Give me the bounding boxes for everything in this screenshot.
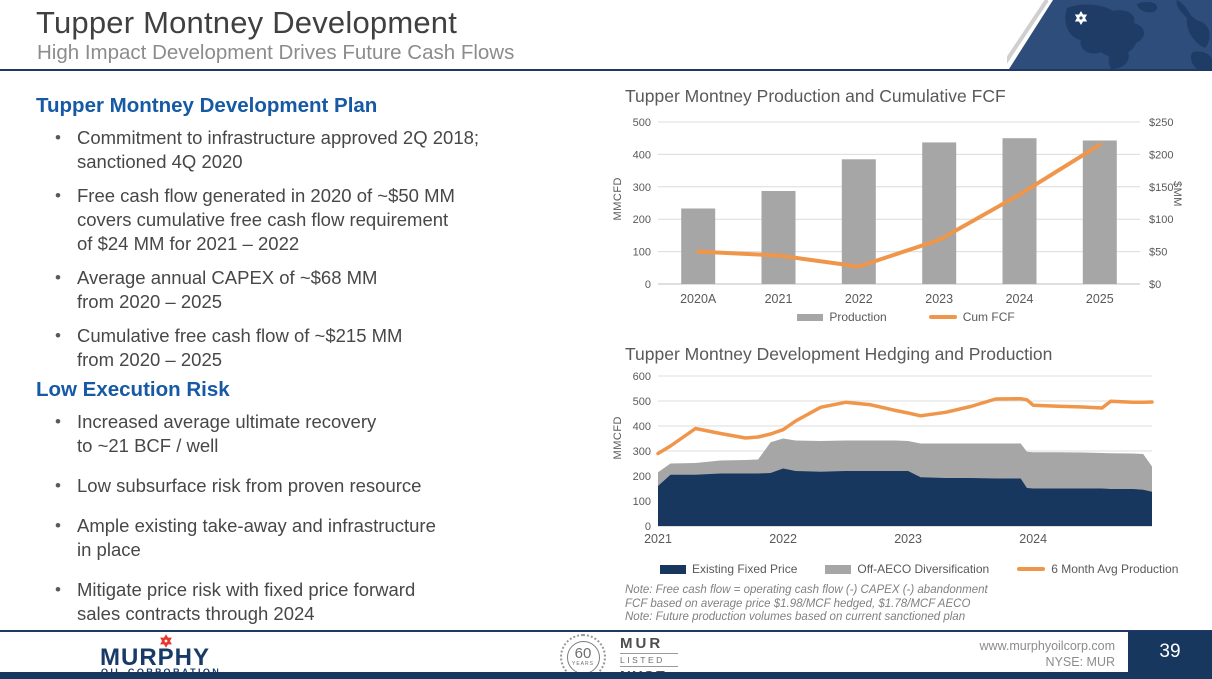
bullet-dot: •	[55, 268, 61, 287]
legend-item-avg-production: 6 Month Avg Production	[1017, 562, 1178, 576]
ticker-symbol: MUR	[620, 635, 664, 652]
svg-text:2023: 2023	[925, 292, 953, 306]
legend-item-fixed-price: Existing Fixed Price	[660, 562, 797, 576]
svg-text:2021: 2021	[644, 532, 672, 546]
cum-fcf-line-swatch-icon	[928, 315, 957, 319]
page-number-badge: 39	[1128, 631, 1212, 672]
svg-text:400: 400	[633, 149, 651, 161]
avg-production-line-swatch-icon	[1017, 567, 1046, 571]
section-heading-development-plan: Tupper Montney Development Plan	[36, 94, 378, 117]
svg-text:100: 100	[633, 496, 651, 508]
badge-years-label: YEARS	[572, 661, 594, 667]
svg-text:$150: $150	[1149, 182, 1173, 194]
svg-text:2020A: 2020A	[680, 292, 717, 306]
svg-text:200: 200	[633, 214, 651, 226]
listed-label: LISTED	[620, 655, 665, 665]
svg-text:2024: 2024	[1006, 292, 1034, 306]
footer-divider	[0, 630, 1212, 632]
svg-text:600: 600	[633, 371, 651, 383]
bullet-item: • Free cash flow generated in 2020 of ~$5…	[55, 185, 455, 254]
bullet-item: • Ample existing take-away and infrastruc…	[55, 515, 436, 560]
chart-legend: Production Cum FCF	[622, 310, 1190, 324]
chart-legend: Existing Fixed Price Off-AECO Diversific…	[622, 562, 1212, 576]
svg-text:2024: 2024	[1019, 532, 1047, 546]
hedging-production-chart: Tupper Montney Development Hedging and P…	[612, 344, 1190, 584]
svg-text:2023: 2023	[894, 532, 922, 546]
svg-text:2022: 2022	[769, 532, 797, 546]
section-heading-low-execution-risk: Low Execution Risk	[36, 378, 230, 401]
svg-text:$250: $250	[1149, 117, 1173, 129]
chart-title: Tupper Montney Development Hedging and P…	[625, 344, 1053, 364]
logo-wordmark: MURPHY	[100, 644, 211, 671]
page-number: 39	[1159, 640, 1181, 662]
right-axis-label: $MM	[1171, 181, 1183, 207]
bullet-dot: •	[55, 326, 61, 345]
website-url: www.murphyoilcorp.com	[979, 639, 1115, 653]
svg-text:300: 300	[633, 446, 651, 458]
svg-text:300: 300	[633, 182, 651, 194]
svg-text:500: 500	[633, 396, 651, 408]
bullet-dot: •	[55, 186, 61, 205]
bullet-item: • Low subsurface risk from proven resourc…	[55, 475, 422, 496]
bullet-dot: •	[55, 580, 61, 599]
svg-text:100: 100	[633, 247, 651, 259]
footnote-line: Note: Future production volumes based on…	[625, 611, 966, 623]
page-subtitle: High Impact Development Drives Future Ca…	[37, 41, 515, 64]
svg-text:2022: 2022	[845, 292, 873, 306]
bullet-item: • Cumulative free cash flow of ~$215 MM f…	[55, 325, 403, 370]
bottom-accent-bar	[0, 672, 1212, 679]
svg-text:0: 0	[645, 279, 651, 291]
svg-text:400: 400	[633, 421, 651, 433]
bullet-dot: •	[55, 476, 61, 495]
bullet-item: • Commitment to infrastructure approved 2…	[55, 127, 480, 172]
bullet-dot: •	[55, 412, 61, 431]
fixed-price-swatch-icon	[660, 564, 686, 574]
page-title: Tupper Montney Development	[36, 5, 458, 40]
stock-ticker: NYSE: MUR	[1045, 655, 1115, 669]
svg-text:$0: $0	[1149, 279, 1161, 291]
header-divider	[0, 69, 1212, 71]
development-plan-bullet-list: • Commitment to infrastructure approved 2…	[55, 126, 575, 382]
low-execution-risk-bullet-list: • Increased average ultimate recovery to …	[55, 410, 575, 642]
murphy-star-icon	[160, 634, 172, 648]
svg-text:$100: $100	[1149, 214, 1173, 226]
legend-item-cum-fcf: Cum FCF	[928, 310, 1015, 324]
svg-text:500: 500	[633, 117, 651, 129]
footer-contact: www.murphyoilcorp.com NYSE: MUR	[980, 638, 1115, 670]
chart-title: Tupper Montney Production and Cumulative…	[625, 86, 1006, 106]
svg-text:$50: $50	[1149, 247, 1167, 259]
production-fcf-chart: Tupper Montney Production and Cumulative…	[612, 86, 1190, 336]
production-fcf-plot: 0 100 200 300 400 500 $0 $50 $100 $150 $200 $250 202…	[633, 117, 1174, 306]
svg-text:0: 0	[645, 521, 651, 533]
bullet-dot: •	[55, 516, 61, 535]
off-aeco-swatch-icon	[825, 564, 852, 574]
svg-text:2025: 2025	[1086, 292, 1114, 306]
production-swatch-icon	[797, 313, 824, 321]
footnote-line: FCF based on average price $1.98/MCF hed…	[625, 597, 971, 610]
svg-text:$200: $200	[1149, 149, 1173, 161]
location-star-icon	[1074, 11, 1088, 25]
bullet-item: • Increased average ultimate recovery to …	[55, 411, 377, 456]
bullet-item: • Average annual CAPEX of ~$68 MM from 20…	[55, 267, 378, 312]
legend-item-off-aeco: Off-AECO Diversification	[825, 562, 989, 576]
svg-text:200: 200	[633, 471, 651, 483]
world-map-graphic	[1007, 0, 1212, 69]
footnote-line: Note: Free cash flow = operating cash fl…	[625, 584, 988, 596]
legend-item-production: Production	[797, 310, 887, 324]
bullet-dot: •	[55, 128, 61, 147]
badge-years-number: 60	[574, 645, 592, 662]
svg-text:2021: 2021	[765, 292, 793, 306]
footnotes: Note: Free cash flow = operating cash fl…	[625, 584, 988, 625]
hedging-production-plot: 0 100 200 300 400 500 600 2021 2022 2023 2024	[633, 371, 1154, 546]
murphy-oil-logo: MURPHY OIL CORPORATION	[100, 634, 250, 677]
bullet-item: • Mitigate price risk with fixed price fo…	[55, 579, 416, 624]
